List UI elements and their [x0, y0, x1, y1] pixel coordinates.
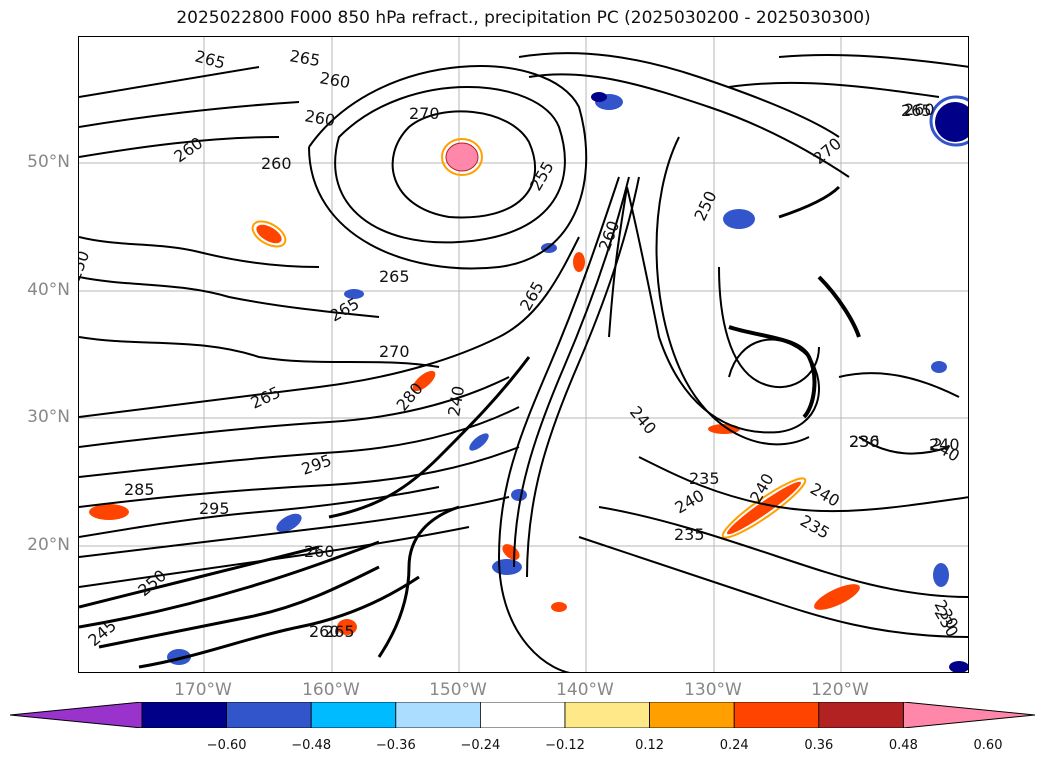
map-title: 2025022800 F000 850 hPa refract., precip…	[176, 8, 871, 28]
colorbar-segment	[733, 702, 820, 728]
contour-label: 250	[134, 566, 170, 600]
contour-label: 285	[124, 480, 155, 499]
colorbar-segment	[479, 702, 566, 728]
contour-label: 236	[849, 432, 880, 451]
colorbar-segment	[649, 702, 735, 728]
lon-label-150w: 150°W	[429, 680, 487, 700]
contour-label: 235	[674, 525, 705, 544]
colorbar-tick-label: −0.48	[291, 738, 332, 753]
lon-label-170w: 170°W	[174, 680, 232, 700]
contour-lines	[79, 52, 968, 672]
contour-label: 260	[904, 100, 935, 119]
colorbar-segment	[226, 702, 312, 728]
contour-label: 265	[288, 46, 321, 70]
contour-label: 260	[318, 68, 351, 92]
lon-label-120w: 120°W	[811, 680, 869, 700]
contour-label: 240	[807, 479, 843, 511]
contour-label: 295	[199, 499, 230, 518]
lat-label-50n: 50°N	[27, 152, 70, 172]
colorbar-segment	[395, 702, 481, 728]
contour-label: 240	[929, 435, 960, 454]
colorbar-segment	[141, 702, 227, 728]
colorbar-extend-left	[10, 702, 143, 728]
colorbar-tick-label: −0.24	[460, 738, 501, 753]
lat-label-20n: 20°N	[27, 535, 70, 555]
contour-label: 250	[690, 188, 720, 224]
colorbar-tick-label: −0.60	[206, 738, 247, 753]
colorbar-tick-label: −0.36	[375, 738, 416, 753]
contour-label: 265	[324, 622, 355, 641]
contour-label: 240	[626, 402, 660, 438]
colorbar-tick-label: 0.60	[973, 738, 1003, 753]
contour-label: 260	[595, 218, 623, 253]
contour-label: 240	[672, 486, 708, 518]
lon-label-140w: 140°W	[556, 680, 614, 700]
contour-label: 265	[379, 267, 410, 286]
contour-label: 260	[303, 106, 336, 130]
contour-label: 235	[797, 511, 833, 543]
contour-label: 270	[379, 342, 410, 361]
contour-label: 265	[901, 101, 932, 120]
contour-label: 265	[516, 278, 548, 314]
contour-label: 265	[248, 382, 284, 412]
map-panel: 265 265 260 260 270 260 255 250 260 265 270 265 265 2…	[78, 36, 969, 673]
contour-label: 265	[193, 47, 227, 73]
lat-label-40n: 40°N	[27, 280, 70, 300]
colorbar-segment	[310, 702, 397, 728]
lon-label-160w: 160°W	[302, 680, 360, 700]
contour-label: 230	[849, 432, 880, 451]
colorbar-segment	[564, 702, 650, 728]
contour-label: 260	[170, 133, 206, 166]
contour-label: 240	[444, 384, 468, 417]
gridlines	[79, 37, 968, 672]
lat-label-30n: 30°N	[27, 407, 70, 427]
contour-label: 260	[304, 542, 335, 561]
colorbar-tick-label: 0.48	[888, 738, 918, 753]
lon-label-130w: 130°W	[684, 680, 742, 700]
colorbar-tick-label: 0.24	[719, 738, 749, 753]
contour-label: 260	[309, 622, 340, 641]
colorbar-tick-label: 0.36	[804, 738, 834, 753]
contour-label: 235	[689, 469, 720, 488]
contour-label: 270	[409, 104, 440, 123]
colorbar-tick-label: −0.12	[545, 738, 585, 753]
colorbar-extend-right	[902, 702, 1036, 728]
precip-shading	[89, 92, 968, 672]
colorbar-tick-label: 0.12	[635, 738, 665, 753]
contour-label: 260	[261, 154, 292, 173]
colorbar	[10, 702, 1036, 728]
colorbar-segment	[818, 702, 904, 728]
